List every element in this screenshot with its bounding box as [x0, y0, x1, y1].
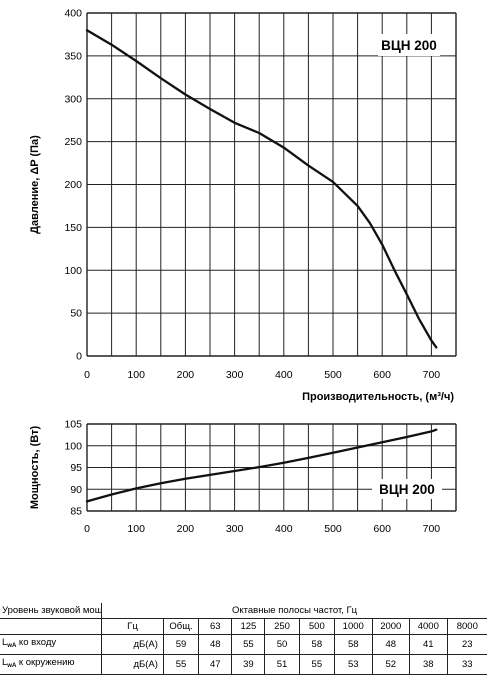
x-tick-label: 300: [226, 369, 244, 381]
table-row-inlet: LwA ко входу дБ(А) 59 48 55 50 58 58 48 41 23: [0, 634, 487, 655]
x-tick-label: 100: [127, 523, 145, 535]
octave-band-header: 2000: [371, 618, 410, 635]
model-label-box: [372, 479, 442, 499]
series-line: [85, 428, 438, 503]
y-tick-label: 150: [64, 222, 82, 234]
header-empty-cell: [0, 618, 102, 635]
table-cell: 58: [298, 634, 335, 655]
x-tick-label: 600: [373, 369, 391, 381]
table-cell: 48: [198, 634, 232, 655]
y-tick-label: 400: [64, 8, 82, 20]
table-cell: 41: [409, 634, 448, 655]
x-tick-label: 700: [423, 523, 441, 535]
x-tick-label: 500: [324, 369, 342, 381]
x-tick-label: 100: [127, 369, 145, 381]
table-cell: 58: [333, 634, 373, 655]
sound-power-table: Уровень звуковой мощности Октавные полос…: [0, 603, 487, 675]
x-tick-label: 600: [373, 523, 391, 535]
octave-bands-title: Октавные полосы частот, Гц: [101, 603, 487, 619]
x-tick-label: 200: [177, 369, 195, 381]
row-unit: дБ(А): [101, 634, 164, 655]
y-axis-label: Давление, ΔP (Па): [29, 135, 41, 234]
x-tick-label: 0: [84, 369, 90, 381]
octave-band-header: 500: [298, 618, 335, 635]
y-tick-label: 250: [64, 136, 82, 148]
x-tick-label: 500: [324, 523, 342, 535]
model-label-box: [378, 34, 440, 56]
y-tick-label: 95: [70, 462, 82, 474]
power-chart: 85 90 95 100 105 0 100 200 300 400 500 600 700 Мощнос…: [29, 419, 457, 535]
table-cell: 48: [371, 634, 410, 655]
x-axis-label: Производительность, (м³/ч): [302, 391, 454, 403]
sound-level-title: Уровень звуковой мощности: [0, 603, 102, 619]
octave-band-header: 125: [231, 618, 265, 635]
table-header-row: Гц Общ. 63 125 250 500 1000 2000 4000 8000: [0, 618, 487, 635]
octave-band-header: 250: [264, 618, 300, 635]
table-cell: 50: [264, 634, 300, 655]
table-cell: 59: [162, 634, 199, 655]
table-header-top-row: Уровень звуковой мощности Октавные полос…: [0, 603, 487, 619]
x-tick-label: 700: [423, 369, 441, 381]
model-label: ВЦН 200: [381, 38, 437, 53]
pressure-chart: 0 50 100 150 200 250 300 350 400 0 100 200 300 400 500…: [29, 8, 457, 403]
y-tick-label: 300: [64, 93, 82, 105]
octave-band-header: 63: [198, 618, 232, 635]
table-cell: 23: [446, 634, 487, 655]
hz-unit-cell: Гц: [101, 618, 164, 635]
series-line: [85, 29, 438, 349]
x-tick-label: 0: [84, 523, 90, 535]
x-tick-label: 300: [226, 523, 244, 535]
y-tick-label: 50: [70, 308, 82, 320]
y-tick-label: 350: [64, 50, 82, 62]
y-tick-label: 105: [64, 419, 82, 431]
table-cell: 55: [231, 634, 265, 655]
y-tick-label: 100: [64, 440, 82, 452]
y-tick-label: 85: [70, 506, 82, 518]
octave-band-header: 8000: [446, 618, 487, 635]
y-tick-label: 90: [70, 484, 82, 496]
y-tick-label: 100: [64, 265, 82, 277]
row-label: LwA ко входу: [0, 634, 102, 655]
y-tick-label: 0: [76, 351, 82, 363]
octave-band-header: 1000: [333, 618, 373, 635]
y-axis-label: Мощность, (Вт): [29, 426, 41, 510]
y-tick-label: 200: [64, 179, 82, 191]
octave-band-header: 4000: [409, 618, 448, 635]
octave-band-header: Общ.: [162, 618, 199, 635]
x-tick-label: 400: [275, 369, 293, 381]
x-tick-label: 400: [275, 523, 293, 535]
x-tick-label: 200: [177, 523, 195, 535]
model-label: ВЦН 200: [379, 482, 435, 497]
